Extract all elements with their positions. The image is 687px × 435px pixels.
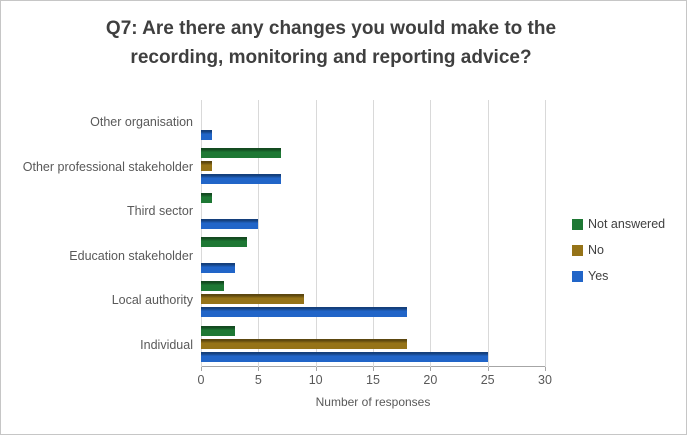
category-row-third-sector [201,189,545,233]
bar-not-answered-local-authority [201,281,224,292]
legend-label-no: No [588,243,604,257]
bar-not-answered-third-sector [201,192,213,203]
legend-swatch-no [572,244,583,256]
x-tick-label-25: 25 [480,373,495,387]
bar-no-local-authority [201,294,305,305]
gridline-15 [373,100,374,367]
plot-area [201,100,546,367]
x-tick-label-15: 15 [366,373,380,387]
gridline-0 [201,100,202,367]
x-tick-mark-0 [201,367,202,371]
category-label-other-professional-stakeholder: Other professional stakeholder [22,159,193,174]
legend-item-no: No [572,243,665,257]
x-tick-label-30: 30 [538,373,552,387]
category-row-other-organisation [201,100,545,144]
x-tick-label-5: 5 [254,373,262,387]
category-label-education-stakeholder: Education stakeholder [69,248,193,263]
category-row-local-authority [201,277,545,321]
category-label-third-sector: Third sector [127,204,193,219]
category-row-individual [201,322,545,366]
chart-title-text: Q7: Are there any changes you would make… [105,18,557,68]
chart-title: Q7: Are there any changes you would make… [1,14,661,72]
bar-no-other-professional-stakeholder [201,161,213,172]
y-axis-category-labels: Other organisation Other professional sta… [1,100,193,367]
bar-yes-education-stakeholder [201,263,236,274]
legend-label-yes: Yes [588,269,609,283]
legend-item-not-answered: Not answered [572,217,665,231]
bar-not-answered-other-professional-stakeholder [201,148,282,159]
bar-yes-third-sector [201,218,259,229]
bar-not-answered-education-stakeholder [201,237,247,248]
x-tick-mark-25 [487,367,489,371]
x-axis-title: Number of responses [315,395,431,409]
legend: Not answered No Yes [572,217,665,295]
bar-not-answered-individual [201,325,236,336]
gridline-10 [315,100,317,367]
legend-item-yes: Yes [572,269,665,283]
bar-no-individual [201,338,408,349]
category-row-other-professional-stakeholder [201,144,545,188]
bar-yes-other-organisation [201,130,213,141]
x-tick-mark-15 [373,367,374,371]
gridline-5 [258,100,260,367]
gridline-25 [487,100,489,367]
bar-yes-individual [201,351,488,362]
x-tick-mark-30 [545,367,546,371]
legend-label-not-answered: Not answered [588,217,666,231]
x-tick-label-20: 20 [423,373,438,387]
legend-swatch-not-answered [572,218,583,230]
category-label-individual: Individual [140,337,193,352]
x-tick-mark-5 [258,367,260,371]
bar-yes-local-authority [201,307,408,318]
bar-yes-other-professional-stakeholder [201,174,282,185]
x-tick-mark-10 [315,367,317,371]
x-tick-label-0: 0 [197,373,205,387]
category-label-local-authority: Local authority [111,293,193,308]
x-tick-mark-20 [430,367,432,371]
gridline-30 [545,100,546,367]
legend-swatch-yes [572,270,583,282]
gridline-20 [430,100,432,367]
category-row-education-stakeholder [201,233,545,277]
x-tick-label-10: 10 [308,373,323,387]
category-label-other-organisation: Other organisation [90,115,193,130]
bar-rows [201,100,545,366]
